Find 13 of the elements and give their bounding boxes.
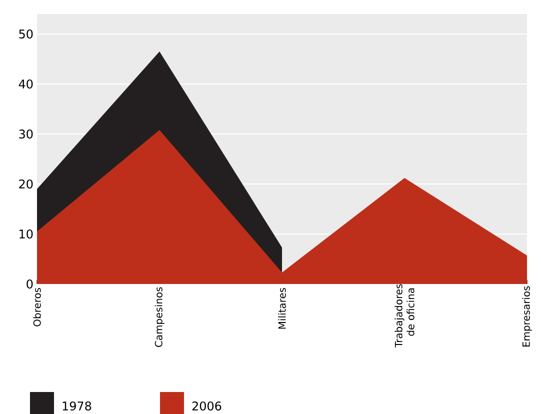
x-tick-label: Empresarios — [522, 286, 532, 347]
y-tick-label: 30 — [19, 129, 33, 139]
legend-label: 1978 — [62, 401, 92, 411]
y-tick-label: 10 — [20, 229, 33, 239]
y-tick-label: 50 — [19, 29, 33, 39]
x-tick-label: Obreros — [33, 288, 41, 326]
x-tick-label: Trabajadores de oficina — [394, 284, 414, 348]
y-tick-label: 40 — [18, 79, 33, 89]
x-tick-label: Campesinos — [154, 287, 164, 347]
y-tick-label: 0 — [26, 279, 33, 289]
x-tick-label: Militares — [278, 288, 286, 329]
y-tick-label: 20 — [19, 179, 33, 189]
legend-label: 2006 — [192, 401, 222, 411]
